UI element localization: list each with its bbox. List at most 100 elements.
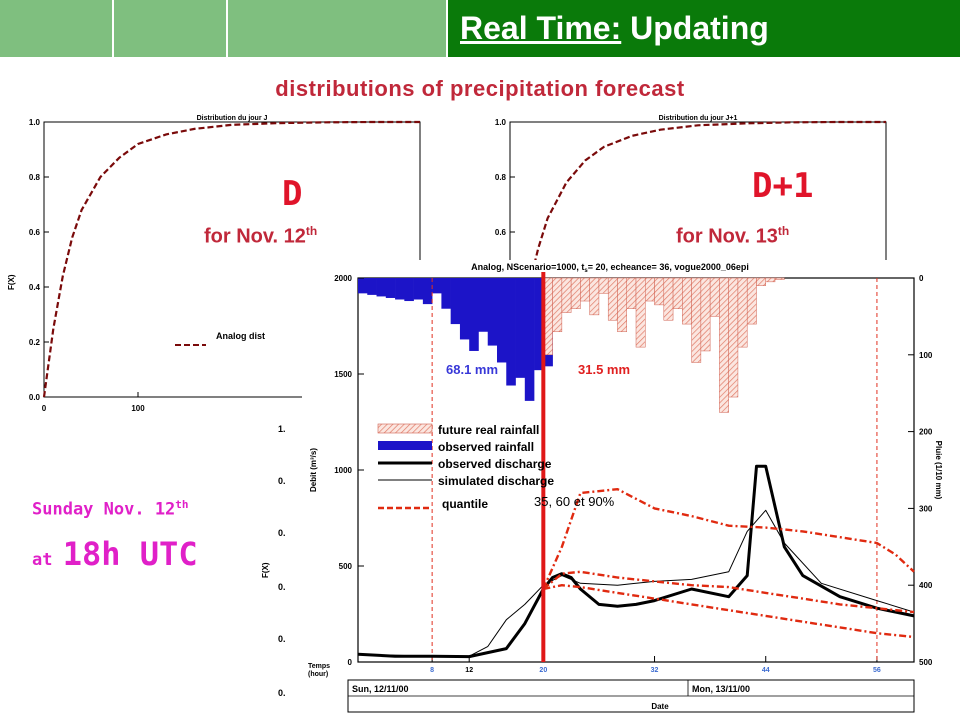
page-title-rest: Updating	[621, 10, 769, 46]
future-rain-bar	[719, 277, 729, 413]
observed-rain-bar	[459, 278, 470, 340]
future-rain-bar	[774, 277, 785, 280]
hydrograph-title-main: Analog, NScenario=1000, t	[471, 262, 584, 272]
panel-d1-date-sup: th	[777, 224, 790, 238]
legend-label-quantile: quantile	[442, 497, 488, 511]
future-rain-total: 31.5 mm	[578, 362, 630, 377]
date-band-xlabel: Date	[651, 702, 669, 711]
y-tick-label: 1.0	[495, 118, 507, 127]
forecast-date-sup: th	[175, 498, 189, 511]
panel-d1-plot-frame	[509, 121, 887, 272]
future-rain-bar	[626, 277, 637, 309]
lower-left-ytick: 0.	[278, 688, 286, 698]
observed-rain-bar	[497, 278, 507, 363]
lower-left-ylabel: F(X)	[261, 562, 270, 578]
observed-rain-bar	[524, 278, 535, 401]
future-rain-bar	[561, 277, 572, 313]
time-label-1: Temps	[308, 663, 330, 670]
y2-tick-label: 500	[919, 658, 933, 667]
observed-rain-bar	[534, 278, 544, 371]
future-rain-bar	[691, 277, 702, 363]
lower-left-ytick: 0.	[278, 634, 286, 644]
future-rain-bar	[756, 277, 766, 286]
forecast-time-value: 18h UTC	[62, 535, 198, 573]
hydrograph-chart: Analog, NScenario=1000, ts= 20, echeance…	[302, 260, 942, 716]
x-tick-label: 12	[465, 667, 473, 674]
panel-d-date: for Nov. 12th	[204, 224, 317, 249]
observed-rain-bar	[450, 278, 461, 325]
panel-d1-cdf-curve	[531, 120, 886, 272]
forecast-date-text: Sunday Nov. 12	[32, 499, 176, 520]
panel-d1-ticks: 0.00.20.40.60.81.0	[495, 118, 515, 237]
y-tick-label: 0	[348, 658, 353, 667]
legend-swatch-observed-rain	[378, 441, 432, 450]
observed-rain-bar	[487, 278, 498, 346]
panel-d-ticks: 0.0 0.2 0.4 0.6 0.8 1.0 0 100	[29, 118, 145, 413]
subtitle: distributions of precipitation forecast	[275, 76, 685, 101]
x-tick-label: 56	[873, 667, 881, 674]
forecast-time-prefix: at	[32, 550, 63, 570]
y-tick-label: 0.0	[29, 393, 41, 402]
future-rain-bar	[635, 277, 646, 348]
panel-d-legend-label: Analog dist	[216, 331, 265, 341]
y-tick-label: 500	[339, 562, 353, 571]
future-rain-bar	[672, 277, 683, 309]
future-rain-bar	[765, 277, 776, 283]
observed-rain-bar	[404, 278, 414, 302]
hydrograph-title-rest: = 20, echeance= 36, vogue2000_06epi	[588, 262, 749, 272]
hydrograph-background	[302, 260, 942, 716]
future-rain-bar	[570, 277, 581, 309]
header-tile-2	[114, 0, 226, 57]
panel-d-plot-frame	[43, 121, 421, 398]
future-rain-bar	[617, 277, 627, 333]
observed-rain-bar	[376, 278, 387, 297]
x-tick-label: 100	[131, 404, 145, 413]
hydrograph-lines	[357, 272, 915, 662]
header-tile-1	[0, 0, 112, 57]
panel-d1-label: D+1	[752, 166, 814, 206]
y-tick-label: 0.8	[495, 173, 507, 182]
panel-d-title: Distribution du jour J	[197, 115, 268, 122]
simulated-discharge-line	[357, 509, 915, 657]
y-tick-label: 0.6	[29, 228, 41, 237]
quantile-35-line	[543, 584, 915, 639]
y-tick-label: 0.4	[29, 283, 41, 292]
lower-left-ytick: 0.	[278, 528, 286, 538]
observed-rain-total: 68.1 mm	[446, 362, 498, 377]
panel-d-cdf-curve	[42, 120, 420, 398]
lower-left-axis: F(X) 1. 0. 0. 0. 0. 0.	[261, 424, 286, 698]
x-tick-label: 44	[762, 667, 770, 674]
panel-d1-title: Distribution du jour J+1	[659, 115, 738, 122]
legend-label-observed-discharge: observed discharge	[438, 457, 552, 471]
hydrograph-ylabel-left: Debit (m³/s)	[309, 448, 318, 492]
future-rain-bar	[663, 277, 674, 321]
lower-left-ytick: 1.	[278, 424, 286, 434]
hydrograph-axes: 0 500 1000 1500 2000 0 100 200 300 400 500 8 12 20 32 4…	[334, 274, 933, 674]
observed-rain-bar	[385, 278, 396, 298]
panel-d-ylabel: F(X)	[7, 274, 16, 290]
y2-tick-label: 100	[919, 351, 933, 360]
time-label-2: (hour)	[308, 671, 328, 678]
quantile-60-line	[542, 570, 915, 614]
future-rain-bar	[709, 277, 720, 317]
x-tick-label: 20	[539, 667, 547, 674]
observed-rain-bar	[358, 278, 368, 294]
y-tick-label: 2000	[334, 274, 352, 283]
page-title-underlined: Real Time:	[460, 10, 622, 46]
y2-tick-label: 400	[919, 581, 933, 590]
future-rain-bar	[728, 277, 739, 398]
date-band-day2: Mon, 13/11/00	[692, 684, 750, 694]
observed-rain-bar	[478, 278, 489, 332]
observed-rain-bar	[413, 278, 424, 300]
future-rain-bar	[746, 277, 757, 325]
legend-swatch-future-rain	[377, 423, 433, 434]
lower-left-ytick: 0.	[278, 582, 286, 592]
future-rain-bar	[645, 277, 655, 302]
panel-d-date-text: for Nov. 12	[204, 225, 306, 248]
observed-rain-bar	[422, 278, 433, 305]
observed-rain-bar	[441, 278, 451, 309]
observed-discharge-line	[357, 464, 915, 659]
observed-rain-bar	[515, 278, 526, 378]
future-rain-bar	[580, 277, 590, 302]
observed-rain-bar	[432, 278, 442, 294]
